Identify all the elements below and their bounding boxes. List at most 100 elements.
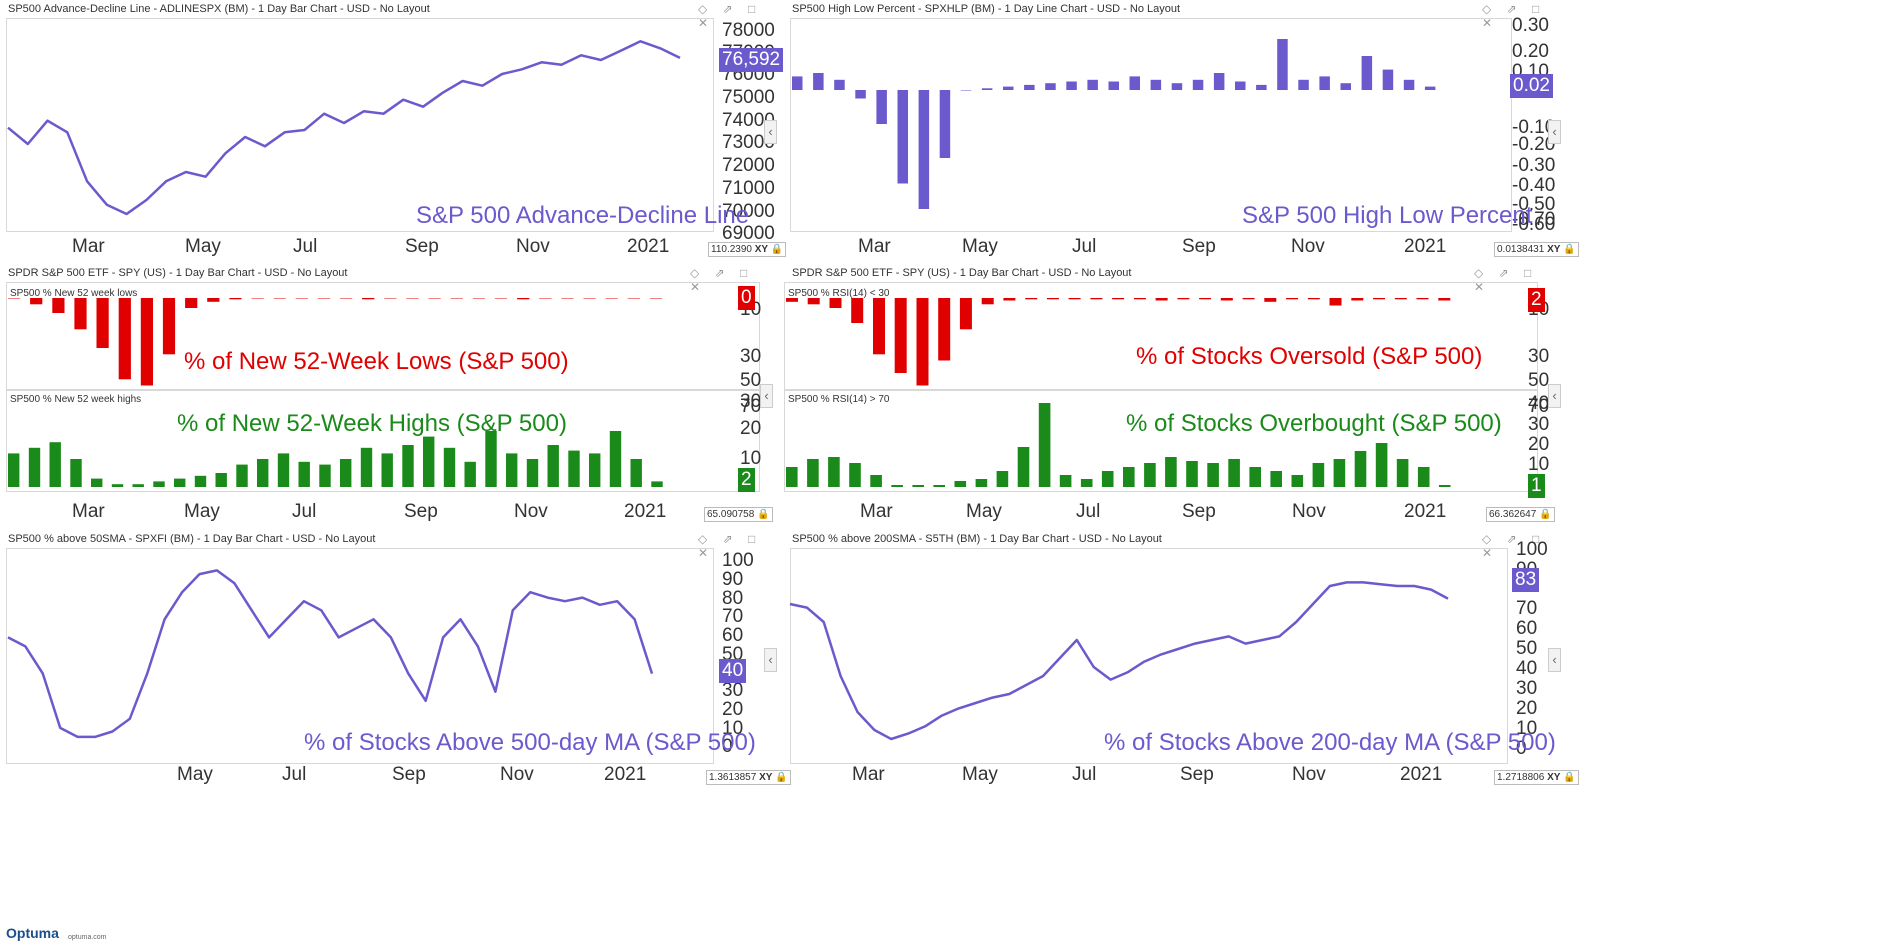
scale-readout[interactable]: 0.0138431 XY 🔒 <box>1494 242 1579 257</box>
y-tick-label: -0.60 <box>1512 214 1555 235</box>
lock-icon[interactable]: 🔒 <box>1539 509 1552 520</box>
hl-bar <box>960 90 972 91</box>
overbought-bar <box>912 485 924 487</box>
scale-readout[interactable]: 1.3613857 XY 🔒 <box>706 770 791 785</box>
y-tick-label: 100 <box>722 550 754 571</box>
collapse-arrow-icon[interactable]: ‹ <box>1548 648 1561 672</box>
scale-value: 1.2718806 <box>1497 772 1545 783</box>
xy-toggle[interactable]: XY <box>1547 244 1561 255</box>
sma200-series-line <box>789 581 1449 741</box>
highs-bar <box>340 459 352 487</box>
window-buttons[interactable]: ◇ ⇗ □ ✕ <box>690 266 754 294</box>
chart-label: % of Stocks Above 200-day MA (S&P 500) <box>1104 729 1556 756</box>
scale-readout[interactable]: 1.2718806 XY 🔒 <box>1494 770 1579 785</box>
highs-bar <box>423 436 435 487</box>
y-tick-label: 40 <box>1528 393 1549 414</box>
chart-label: % of Stocks Above 500-day MA (S&P 500) <box>304 729 756 756</box>
x-tick-label: Sep <box>1180 764 1214 785</box>
plot-area-bottom[interactable] <box>784 390 1538 492</box>
xy-toggle[interactable]: XY <box>1547 772 1561 783</box>
y-tick-label: 0.20 <box>1512 41 1549 62</box>
highs-bar <box>132 484 144 487</box>
collapse-arrow-icon[interactable]: ‹ <box>1548 384 1561 408</box>
window-buttons[interactable]: ◇ ⇗ □ ✕ <box>698 2 762 30</box>
panel-title: SP500 High Low Percent - SPXHLP (BM) - 1… <box>792 3 1181 15</box>
highs-bar <box>589 453 601 487</box>
lock-icon[interactable]: 🔒 <box>1563 772 1576 783</box>
collapse-arrow-icon[interactable]: ‹ <box>760 384 773 408</box>
hl-bar <box>1045 83 1056 90</box>
plot-area[interactable] <box>6 548 714 764</box>
y-tick-label: 10 <box>1516 718 1537 739</box>
panel-above-50sma: SP500 % above 50SMA - SPXFI (BM) - 1 Day… <box>0 530 791 788</box>
scale-readout[interactable]: 110.2390 XY 🔒 <box>708 242 787 257</box>
overbought-bar <box>1101 471 1114 487</box>
lock-icon[interactable]: 🔒 <box>775 772 788 783</box>
x-tick-label: Mar <box>860 501 893 522</box>
highs-bar <box>443 447 456 487</box>
xy-toggle[interactable]: XY <box>759 772 773 783</box>
lows-bar <box>539 298 552 299</box>
x-tick-label: 2021 <box>1404 236 1446 257</box>
subchart-label: SP500 % New 52 week highs <box>10 394 142 405</box>
value-badge: 83 <box>1512 568 1540 592</box>
oversold-bar <box>1003 298 1016 301</box>
hl-bar <box>1361 56 1373 90</box>
window-buttons[interactable]: ◇ ⇗ □ ✕ <box>1482 532 1546 560</box>
value-badge: 40 <box>719 659 747 683</box>
plot-area[interactable] <box>790 18 1512 232</box>
lock-icon[interactable]: 🔒 <box>1563 244 1576 255</box>
plot-area-top[interactable] <box>784 282 1538 390</box>
lows-bar <box>185 298 198 308</box>
lows-bar <box>517 298 530 300</box>
plot-area-top[interactable] <box>6 282 760 390</box>
hl-bar <box>918 90 930 209</box>
y-tick-label: 70 <box>1528 396 1549 417</box>
oversold-bar <box>851 298 864 323</box>
overbought-bar <box>1207 463 1219 487</box>
highs-bar <box>630 459 642 487</box>
window-buttons[interactable]: ◇ ⇗ □ ✕ <box>1474 266 1538 294</box>
scale-readout[interactable]: 65.090758 🔒 <box>704 507 773 522</box>
overbought-bar <box>1144 463 1156 487</box>
highs-bar <box>298 461 310 487</box>
lows-bar <box>317 298 331 299</box>
oversold-bar <box>1220 298 1233 301</box>
y-tick-label: 70 <box>1516 598 1537 619</box>
lows-bar <box>52 298 65 313</box>
y-tick-label: 50 <box>1528 370 1549 391</box>
ad-line-chart: MarMayJulSepNov2021780007700076000750007… <box>7 20 775 257</box>
x-tick-label: 2021 <box>1404 501 1446 522</box>
y-tick-label: 0 <box>1516 738 1527 759</box>
overbought-bar <box>1249 467 1261 487</box>
hl-bar <box>939 90 951 158</box>
lock-icon[interactable]: 🔒 <box>757 509 770 520</box>
collapse-arrow-icon[interactable]: ‹ <box>764 120 777 144</box>
y-tick-label: 60 <box>1516 618 1537 639</box>
window-buttons[interactable]: ◇ ⇗ □ ✕ <box>1482 2 1546 30</box>
plot-area[interactable] <box>790 548 1508 764</box>
plot-area-bottom[interactable] <box>6 390 760 492</box>
y-tick-label: 71000 <box>722 178 775 199</box>
plot-area[interactable] <box>6 18 714 232</box>
scale-readout[interactable]: 66.362647 🔒 <box>1486 507 1555 522</box>
oversold-bar <box>1373 298 1385 300</box>
lock-icon[interactable]: 🔒 <box>770 244 784 255</box>
x-tick-label: Jul <box>1072 236 1096 257</box>
value-badge-top: 0 <box>738 286 755 310</box>
y-tick-label: 30 <box>740 346 761 367</box>
collapse-arrow-icon[interactable]: ‹ <box>1548 120 1561 144</box>
lows-bar <box>295 298 308 299</box>
highs-bar <box>49 442 61 487</box>
lows-bar <box>406 298 419 299</box>
highs-bar <box>464 461 476 487</box>
xy-toggle[interactable]: XY <box>754 244 769 255</box>
lows-bar <box>162 298 176 355</box>
window-buttons[interactable]: ◇ ⇗ □ ✕ <box>698 532 762 560</box>
hl-bar <box>1213 73 1225 90</box>
collapse-arrow-icon[interactable]: ‹ <box>764 648 777 672</box>
y-tick-label: 30 <box>1528 346 1549 367</box>
y-tick-label: 50 <box>740 370 761 391</box>
x-tick-label: Jul <box>282 764 306 785</box>
